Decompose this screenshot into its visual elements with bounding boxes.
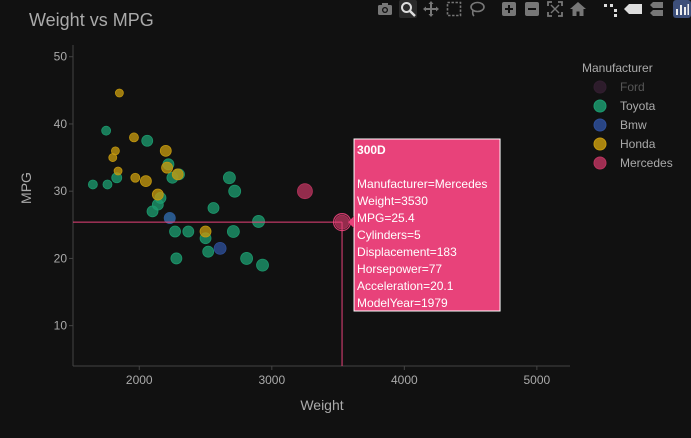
x-tick-label: 5000	[524, 373, 551, 387]
data-point-honda[interactable]	[130, 172, 141, 183]
tooltip-line: Acceleration=20.1	[357, 279, 454, 293]
legend-marker-toyota	[593, 99, 607, 113]
x-tick-label: 4000	[391, 373, 418, 387]
data-point-toyota[interactable]	[226, 225, 240, 238]
modebar	[371, 0, 691, 18]
data-point-toyota[interactable]	[102, 179, 113, 190]
data-point-honda[interactable]	[129, 132, 139, 143]
data-point-toyota[interactable]	[182, 225, 195, 238]
hover-closest-icon[interactable]	[624, 0, 642, 18]
legend-marker-honda	[593, 137, 607, 151]
data-point-toyota[interactable]	[169, 225, 181, 238]
plotly-logo-icon[interactable]	[673, 0, 691, 18]
data-point-honda[interactable]	[111, 146, 120, 156]
box-select-icon[interactable]	[445, 0, 463, 18]
legend-label-ford: Ford	[620, 80, 645, 94]
zoom-in-icon[interactable]	[500, 0, 518, 18]
tooltip-line: Horsepower=77	[357, 262, 442, 276]
data-point-toyota[interactable]	[240, 252, 254, 265]
legend-item-ford[interactable]: Ford	[593, 80, 645, 94]
zoom-icon[interactable]	[399, 0, 417, 18]
autoscale-icon[interactable]	[546, 0, 564, 18]
x-tick-label: 2000	[126, 373, 153, 387]
legend-marker-bmw	[593, 118, 607, 132]
lasso-select-icon[interactable]	[468, 0, 486, 18]
legend-label-honda: Honda	[620, 137, 656, 151]
data-point-honda[interactable]	[159, 144, 172, 157]
data-point-honda[interactable]	[114, 88, 124, 98]
legend-item-honda[interactable]: Honda	[593, 137, 656, 151]
data-point-bmw[interactable]	[163, 212, 176, 224]
data-point-honda[interactable]	[199, 225, 212, 238]
data-point-toyota[interactable]	[207, 202, 220, 214]
tooltip-line: Manufacturer=Mercedes	[357, 177, 487, 191]
camera-icon[interactable]	[376, 0, 394, 18]
data-point-mercedes[interactable]	[297, 183, 313, 200]
data-point-toyota[interactable]	[141, 134, 154, 147]
data-point-toyota[interactable]	[222, 171, 236, 185]
legend-label-bmw: Bmw	[620, 118, 647, 132]
data-point-bmw[interactable]	[213, 241, 227, 255]
data-point-toyota[interactable]	[228, 184, 242, 198]
tooltip-line: ModelYear=1979	[357, 296, 448, 310]
x-tick-label: 3000	[258, 373, 285, 387]
reset-axes-icon[interactable]	[569, 0, 587, 18]
data-point-toyota[interactable]	[252, 215, 265, 228]
legend-marker-ford	[593, 80, 607, 94]
y-tick-label: 30	[54, 184, 68, 198]
y-tick-label: 20	[54, 251, 68, 265]
data-point-toyota[interactable]	[170, 252, 183, 265]
tooltip-title: 300D	[357, 143, 386, 157]
hover-compare-icon[interactable]	[647, 0, 665, 18]
legend-label-toyota: Toyota	[620, 99, 656, 113]
tooltip-line: Weight=3530	[357, 194, 428, 208]
legend-marker-mercedes	[593, 156, 607, 170]
data-point-toyota[interactable]	[202, 245, 215, 258]
tooltip-line: Cylinders=5	[357, 228, 421, 242]
data-point-honda[interactable]	[151, 188, 164, 201]
data-point-toyota[interactable]	[256, 258, 269, 272]
y-tick-label: 10	[54, 319, 68, 333]
tooltip-box	[353, 138, 501, 312]
data-point-toyota[interactable]	[87, 179, 98, 190]
zoom-out-icon[interactable]	[523, 0, 541, 18]
legend-title: Manufacturer	[582, 61, 653, 75]
data-point-honda[interactable]	[171, 168, 184, 181]
data-point-honda[interactable]	[139, 175, 152, 188]
legend-label-mercedes: Mercedes	[620, 156, 673, 170]
y-tick-label: 40	[54, 117, 68, 131]
pan-icon[interactable]	[422, 0, 440, 18]
chart-title: Weight vs MPG	[29, 10, 154, 30]
y-axis-title: MPG	[18, 172, 34, 204]
y-tick-label: 50	[54, 50, 68, 64]
data-point-toyota[interactable]	[101, 125, 112, 136]
tooltip-line: Displacement=183	[357, 245, 457, 259]
legend-item-mercedes[interactable]: Mercedes	[593, 156, 673, 170]
hover-tooltip: 300D Manufacturer=Mercedes Weight=3530 MPG=…	[348, 138, 501, 312]
tooltip-line: MPG=25.4	[357, 211, 415, 225]
x-axis-title: Weight	[300, 397, 343, 413]
spike-lines-icon[interactable]	[601, 0, 619, 18]
data-point-honda[interactable]	[161, 161, 173, 174]
legend-item-toyota[interactable]: Toyota	[593, 99, 656, 113]
data-point-honda[interactable]	[113, 166, 123, 176]
legend-item-bmw[interactable]: Bmw	[593, 118, 647, 132]
tooltip-pointer	[348, 216, 355, 229]
